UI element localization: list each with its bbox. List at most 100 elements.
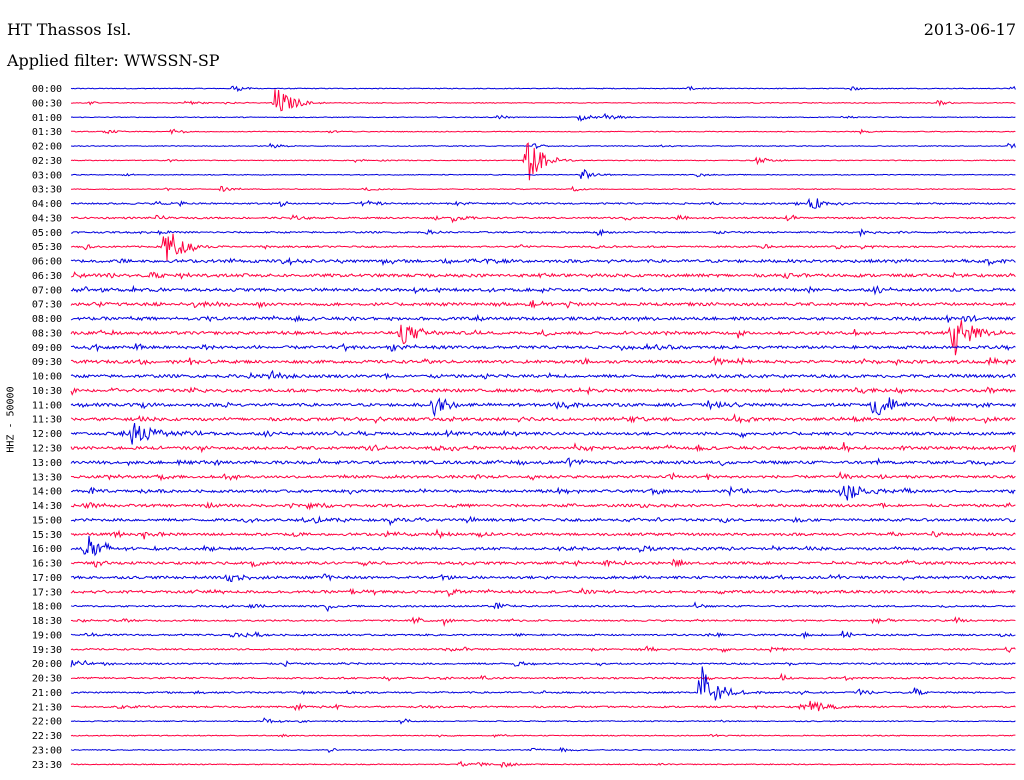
time-tick-label: 11:00	[32, 400, 62, 411]
seismogram-trace	[70, 142, 1016, 150]
seismogram-trace	[70, 271, 1016, 280]
plot-header: HT Thassos Isl. 2013-06-17 Applied filte…	[0, 0, 1024, 80]
seismogram-trace	[70, 313, 1016, 323]
seismogram-trace	[70, 528, 1016, 540]
time-tick-label: 17:30	[32, 587, 62, 598]
seismogram-trace	[70, 185, 1016, 192]
seismogram-trace	[70, 256, 1016, 267]
seismogram-trace	[70, 558, 1016, 569]
time-tick-label: 04:30	[32, 213, 62, 224]
station-title: HT Thassos Isl.	[7, 20, 132, 39]
seismogram-trace	[71, 484, 1016, 501]
time-tick-label: 22:00	[32, 717, 62, 728]
time-tick-label: 16:30	[32, 559, 62, 570]
seismogram-trace	[71, 128, 1016, 135]
seismogram-trace	[70, 471, 1016, 482]
seismogram-trace	[70, 573, 1016, 583]
time-tick-label: 05:00	[32, 228, 62, 239]
seismogram-trace	[70, 630, 1016, 640]
time-tick-label: 10:30	[32, 386, 62, 397]
time-tick-label: 12:00	[32, 429, 62, 440]
time-tick-label: 22:30	[32, 731, 62, 742]
time-tick-label: 01:00	[32, 113, 62, 124]
time-tick-label: 04:00	[32, 199, 62, 210]
seismogram-trace	[70, 386, 1016, 396]
time-tick-label: 08:30	[32, 328, 62, 339]
seismogram-trace	[70, 300, 1016, 310]
seismogram-trace	[70, 214, 1016, 224]
seismogram-trace	[71, 228, 1016, 238]
time-tick-label: 02:30	[32, 156, 62, 167]
time-tick-label: 19:00	[32, 630, 62, 641]
time-tick-label: 13:30	[32, 472, 62, 483]
time-tick-label: 08:00	[32, 314, 62, 325]
time-tick-label: 03:30	[32, 185, 62, 196]
time-tick-label: 05:30	[32, 242, 62, 253]
seismogram-trace	[70, 442, 1016, 454]
seismogram-trace	[70, 587, 1016, 598]
seismogram-trace	[70, 746, 1016, 754]
time-tick-label: 20:30	[32, 674, 62, 685]
time-tick-label: 16:00	[32, 544, 62, 555]
time-tick-label: 09:00	[32, 343, 62, 354]
time-tick-label: 07:00	[32, 285, 62, 296]
time-tick-label: 12:30	[32, 444, 62, 455]
seismogram-trace	[70, 112, 1016, 122]
time-tick-label: 00:30	[32, 98, 62, 109]
filter-label: Applied filter: WWSSN-SP	[7, 51, 220, 70]
time-tick-label: 15:30	[32, 530, 62, 541]
time-tick-label: 06:30	[32, 271, 62, 282]
seismogram-trace	[70, 733, 1016, 738]
seismogram-trace	[70, 645, 1016, 654]
time-tick-label: 17:00	[32, 573, 62, 584]
time-tick-label: 02:00	[32, 142, 62, 153]
seismogram-trace	[70, 422, 1016, 445]
time-tick-label: 14:30	[32, 501, 62, 512]
seismogram-trace	[70, 515, 1016, 527]
seismogram-trace	[70, 717, 1016, 725]
seismogram-trace	[70, 197, 1016, 209]
seismogram-trace	[70, 666, 1016, 701]
time-tick-label: 23:00	[32, 745, 62, 756]
time-tick-label: 09:30	[32, 357, 62, 368]
seismogram-trace	[70, 233, 1016, 261]
time-tick-label: 01:30	[32, 127, 62, 138]
time-tick-label: 15:00	[32, 515, 62, 526]
seismogram-trace	[70, 89, 1016, 112]
time-tick-label: 20:00	[32, 659, 62, 670]
seismogram-trace	[70, 320, 1016, 356]
seismogram-trace	[70, 397, 1016, 418]
time-tick-label: 23:30	[32, 760, 62, 771]
time-tick-label: 18:00	[32, 602, 62, 613]
seismogram-trace	[70, 672, 1016, 682]
time-tick-label: 14:00	[32, 487, 62, 498]
seismogram-trace	[70, 601, 1016, 613]
time-tick-label: 21:00	[32, 688, 62, 699]
time-tick-label: 07:30	[32, 300, 62, 311]
seismogram-trace	[70, 369, 1016, 381]
seismogram-trace	[71, 168, 1016, 180]
seismogram-trace	[70, 355, 1016, 367]
time-tick-label: 19:30	[32, 645, 62, 656]
seismogram-trace	[70, 457, 1016, 468]
seismogram-trace	[70, 142, 1016, 181]
seismogram-trace	[70, 535, 1016, 557]
time-tick-label: 13:00	[32, 458, 62, 469]
time-tick-label: 03:00	[32, 170, 62, 181]
seismogram-trace	[70, 616, 1016, 627]
seismogram-trace	[70, 85, 1016, 93]
seismogram-trace	[70, 501, 1016, 511]
seismogram-trace	[70, 760, 1016, 769]
seismogram-trace	[70, 659, 1016, 668]
record-date: 2013-06-17	[923, 20, 1016, 39]
seismogram-trace	[70, 284, 1016, 296]
seismogram-trace	[70, 700, 1016, 712]
time-tick-label: 00:00	[32, 84, 62, 95]
time-tick-label: 11:30	[32, 415, 62, 426]
time-tick-label: 06:00	[32, 257, 62, 268]
seismogram-trace	[70, 342, 1016, 353]
time-tick-label: 21:30	[32, 702, 62, 713]
time-tick-label: 18:30	[32, 616, 62, 627]
seismogram-trace	[70, 413, 1016, 424]
